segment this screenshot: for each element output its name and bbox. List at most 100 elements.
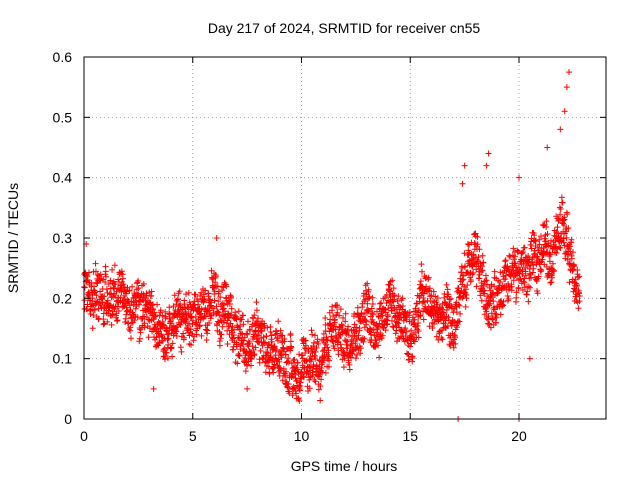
data-point (220, 319, 227, 326)
data-point (369, 294, 376, 301)
data-point (532, 238, 539, 245)
data-point (376, 354, 383, 361)
data-point (183, 314, 190, 321)
data-point (477, 292, 484, 299)
data-point (340, 364, 347, 371)
data-point (313, 344, 320, 351)
data-point (467, 277, 474, 284)
data-point (126, 302, 133, 309)
data-point (464, 282, 471, 289)
data-point (411, 316, 418, 323)
data-point (114, 303, 121, 310)
data-point (443, 281, 450, 288)
data-point (140, 291, 147, 298)
data-point (536, 241, 543, 248)
data-point (188, 314, 195, 321)
data-point (90, 302, 97, 309)
data-point (187, 326, 194, 333)
data-point (111, 262, 118, 269)
data-point (284, 358, 291, 365)
data-point (252, 344, 259, 351)
x-axis-label: GPS time / hours (291, 458, 398, 474)
data-point (513, 294, 520, 301)
data-point (325, 347, 332, 354)
data-point (387, 282, 394, 289)
data-point (352, 340, 359, 347)
data-point (279, 332, 286, 339)
data-point (261, 339, 268, 346)
data-point (499, 301, 506, 308)
data-point (277, 327, 284, 334)
data-point (260, 334, 267, 341)
data-point (208, 299, 215, 306)
data-point (236, 326, 243, 333)
data-point (95, 305, 102, 312)
data-point (408, 327, 415, 334)
grid-lines (84, 57, 606, 419)
data-point (470, 269, 477, 276)
data-point (482, 272, 489, 279)
data-point (155, 342, 162, 349)
data-point (325, 363, 332, 370)
data-point (510, 245, 517, 252)
data-point (369, 301, 376, 308)
data-point (137, 329, 144, 336)
data-point (159, 312, 166, 319)
y-tick-label: 0 (64, 411, 72, 427)
data-point (228, 305, 235, 312)
data-point (483, 162, 490, 169)
data-point (390, 285, 397, 292)
data-point (322, 369, 329, 376)
data-point (389, 277, 396, 284)
data-point (230, 332, 237, 339)
data-point (188, 341, 195, 348)
data-point (210, 284, 217, 291)
data-point (538, 267, 545, 274)
data-point (226, 301, 233, 308)
data-point (519, 250, 526, 257)
x-tick-label: 5 (189, 428, 197, 444)
data-point (228, 293, 235, 300)
data-point (459, 265, 466, 272)
data-point (326, 357, 333, 364)
data-point (430, 320, 437, 327)
data-point (379, 312, 386, 319)
data-point (243, 330, 250, 337)
data-point (525, 283, 532, 290)
data-point (432, 293, 439, 300)
data-point (450, 344, 457, 351)
data-point (526, 355, 533, 362)
data-point (365, 286, 372, 293)
data-points (81, 69, 583, 422)
data-point (287, 347, 294, 354)
data-point (415, 319, 422, 326)
data-point (119, 275, 126, 282)
data-point (93, 292, 100, 299)
data-point (108, 321, 115, 328)
data-point (112, 292, 119, 299)
axis-ticks: 0 0.1 0.2 0.3 0.4 0.5 0.6 0 5 10 15 20 (53, 49, 606, 444)
data-point (166, 310, 173, 317)
data-point (386, 281, 393, 288)
data-point (530, 265, 537, 272)
data-point (160, 321, 167, 328)
data-point (279, 377, 286, 384)
data-point (400, 329, 407, 336)
data-point (481, 287, 488, 294)
data-point (575, 305, 582, 312)
data-point (145, 316, 152, 323)
data-point (487, 324, 494, 331)
data-point (315, 340, 322, 347)
data-point (561, 222, 568, 229)
data-point (393, 323, 400, 330)
data-point (543, 218, 550, 225)
data-point (337, 306, 344, 313)
data-point (462, 286, 469, 293)
data-point (427, 293, 434, 300)
data-point (357, 345, 364, 352)
data-point (362, 317, 369, 324)
data-point (317, 368, 324, 375)
data-point (511, 273, 518, 280)
data-point (271, 361, 278, 368)
